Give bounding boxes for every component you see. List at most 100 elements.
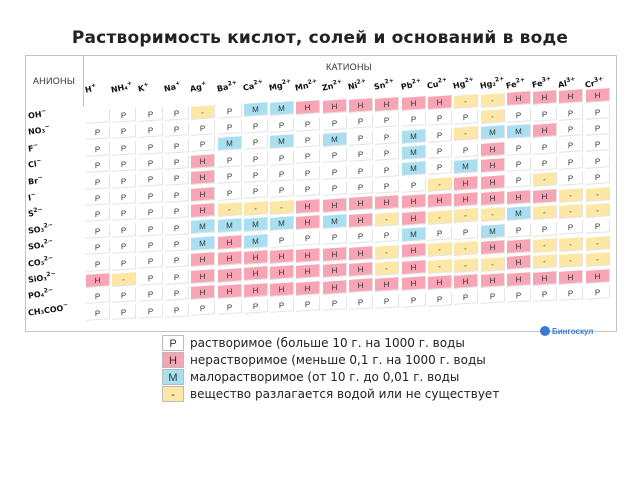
cell-r0-c6: М <box>243 102 268 118</box>
cell-r4-c16: Р <box>506 157 531 172</box>
cell-r2-c14: - <box>454 126 479 142</box>
cell-r12-c3: Р <box>164 302 189 318</box>
cell-r9-c7: Н <box>270 249 295 264</box>
cell-r11-c12: Н <box>401 276 426 292</box>
cell-r11-c13: Н <box>427 275 452 290</box>
cell-r6-c6: - <box>243 200 268 216</box>
cell-r9-c6: Н <box>243 250 268 265</box>
cell-r12-c19: Р <box>585 285 610 300</box>
cell-r6-c18: - <box>559 187 584 203</box>
cell-r4-c3: Р <box>164 171 189 187</box>
cell-r1-c3: Р <box>164 122 189 137</box>
legend-swatch: Н <box>162 351 184 368</box>
cell-r4-c14: М <box>454 159 479 175</box>
cell-r11-c17: Н <box>533 270 558 286</box>
cell-r1-c0: Р <box>86 125 110 141</box>
cell-r7-c10: Н <box>349 212 373 228</box>
cell-r3-c12: М <box>401 145 426 160</box>
cell-r6-c4: Н <box>191 203 216 218</box>
cell-r0-c7: М <box>270 101 295 117</box>
cell-r8-c8: Р <box>296 231 321 247</box>
cell-r12-c15: Р <box>480 289 505 305</box>
brand-logo: Бингоскул <box>540 326 593 336</box>
cell-r4-c4: Н <box>191 170 216 186</box>
cell-r11-c9: Н <box>322 279 347 295</box>
cell-r11-c11: Н <box>375 277 400 293</box>
cell-r0-c10: Н <box>349 98 373 113</box>
cell-r11-c14: Н <box>454 274 479 289</box>
cell-r2-c2: Р <box>138 139 163 155</box>
cell-r3-c2: Р <box>138 156 163 171</box>
cell-r5-c1: Р <box>112 190 137 205</box>
cell-r12-c10: Р <box>349 294 373 310</box>
cell-r5-c15: Н <box>480 174 505 190</box>
cell-r3-c18: Р <box>559 138 584 154</box>
cell-r0-c13: Н <box>427 94 452 110</box>
cell-r6-c14: Н <box>454 192 479 207</box>
cell-r7-c19: - <box>585 203 610 218</box>
cell-r9-c17: - <box>533 238 558 253</box>
cell-r0-c16: Н <box>506 91 531 107</box>
cell-r1-c8: Р <box>296 116 321 132</box>
cell-r11-c16: Н <box>506 271 531 287</box>
cell-r3-c6: Р <box>243 151 268 167</box>
cell-r11-c7: Н <box>270 281 295 297</box>
cell-r7-c14: - <box>454 208 479 224</box>
cell-r2-c7: М <box>270 134 295 149</box>
cell-r6-c8: Н <box>296 198 321 214</box>
cell-r8-c9: Р <box>322 230 347 246</box>
legend-text: растворимое (больше 10 г. на 1000 г. вод… <box>190 335 465 350</box>
cell-r3-c15: Н <box>480 141 505 157</box>
cell-r10-c15: - <box>480 256 505 272</box>
cell-r6-c3: Р <box>164 204 189 219</box>
cell-r1-c9: Р <box>322 115 347 131</box>
cell-r8-c16: Р <box>506 222 531 238</box>
cell-r1-c12: Р <box>401 112 426 128</box>
cell-r11-c8: Н <box>296 280 321 296</box>
cell-r6-c15: Н <box>480 191 505 206</box>
legend-item-3: - вещество разлагается водой или не сущес… <box>162 385 499 402</box>
cell-r2-c11: Р <box>375 129 400 145</box>
cell-r10-c17: - <box>533 254 558 270</box>
cell-r3-c19: Р <box>585 137 610 153</box>
cell-r0-c1: Р <box>112 108 137 123</box>
cell-r1-c17: Р <box>533 106 558 122</box>
cell-r1-c18: Р <box>559 105 584 121</box>
cell-r4-c17: Р <box>533 156 558 171</box>
cell-r3-c14: Р <box>454 142 479 158</box>
cell-r8-c7: Р <box>270 232 295 248</box>
anion-5: I− <box>27 190 37 203</box>
cell-r8-c14: Р <box>454 224 479 240</box>
cell-r1-c1: Р <box>112 124 137 140</box>
cell-r4-c10: Р <box>349 163 373 179</box>
cell-r11-c0: Р <box>86 289 110 305</box>
anion-3: Cl− <box>27 157 42 170</box>
cell-r7-c11: - <box>375 211 400 227</box>
cell-r8-c2: Р <box>138 238 163 253</box>
cell-r8-c6: М <box>243 233 268 249</box>
cell-r11-c2: Р <box>138 287 163 303</box>
cell-r10-c19: - <box>585 252 610 267</box>
cell-r2-c16: М <box>506 124 531 140</box>
cell-r9-c0: Р <box>86 256 110 272</box>
cell-r6-c2: Р <box>138 205 163 221</box>
cell-r4-c11: Р <box>375 162 400 178</box>
cell-r3-c1: Р <box>112 157 137 172</box>
anions-header: АНИОНЫ <box>25 55 84 107</box>
cell-r6-c7: - <box>270 199 295 215</box>
cell-r3-c17: Р <box>533 139 558 155</box>
cell-r11-c3: Р <box>164 286 189 301</box>
legend-text: малорастворимое (от 10 г. до 0,01 г. вод… <box>190 369 460 384</box>
cell-r8-c11: Р <box>375 228 400 243</box>
cell-r7-c2: Р <box>138 221 163 237</box>
cell-r12-c13: Р <box>427 291 452 307</box>
cell-r4-c2: Р <box>138 172 163 188</box>
cell-r5-c5: Р <box>217 185 242 201</box>
cell-r12-c11: Р <box>375 293 400 309</box>
cell-r8-c0: Р <box>86 240 110 256</box>
cell-r11-c15: Н <box>480 273 505 288</box>
cell-r6-c11: Н <box>375 195 400 211</box>
cell-r7-c3: Р <box>164 220 189 236</box>
cell-r10-c8: Н <box>296 264 321 280</box>
cell-r9-c19: - <box>585 235 610 251</box>
